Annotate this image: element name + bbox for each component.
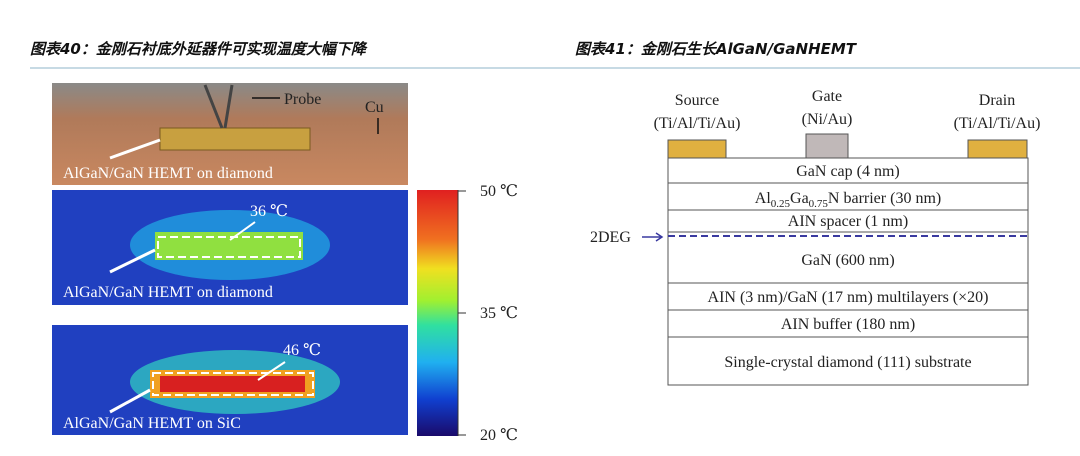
electrode-metal: (Ti/Al/Ti/Au) xyxy=(954,115,1041,132)
layer xyxy=(667,157,1029,184)
label: 36 ℃ xyxy=(250,203,288,220)
label: AlGaN/GaN HEMT on SiC xyxy=(63,415,241,432)
electrode-metal: (Ni/Au) xyxy=(802,111,853,128)
label: AlGaN/GaN HEMT on diamond xyxy=(63,284,273,301)
channel-label: 2DEG xyxy=(590,229,631,246)
subscript: 0.25 xyxy=(771,198,791,210)
electrode-name: Gate xyxy=(812,88,842,105)
label: Probe xyxy=(284,91,321,108)
arrow xyxy=(229,221,256,241)
text: Ga xyxy=(790,190,809,207)
drain xyxy=(967,139,1028,159)
arrow xyxy=(642,232,664,242)
gate xyxy=(805,133,849,159)
text: N barrier (30 nm) xyxy=(828,190,941,207)
outline xyxy=(152,372,314,396)
label: 46 ℃ xyxy=(283,342,321,359)
layer-label: Al0.25Ga0.75N barrier (30 nm) xyxy=(755,190,941,210)
label: AlGaN/GaN HEMT on diamond xyxy=(63,165,273,182)
electrode-metal: (Ti/Al/Ti/Au) xyxy=(654,115,741,132)
layer xyxy=(667,309,1029,338)
layer xyxy=(667,231,1029,284)
arrow xyxy=(109,138,161,160)
subscript: 0.75 xyxy=(809,198,829,210)
outline xyxy=(157,236,301,258)
arrow xyxy=(109,388,151,414)
electrode-name: Drain xyxy=(979,92,1015,109)
source xyxy=(667,139,727,159)
probe xyxy=(203,84,234,129)
arrow xyxy=(257,361,286,381)
heat xyxy=(160,376,305,392)
colorbar-label: 20 ℃ xyxy=(480,427,518,444)
text: Al xyxy=(755,190,772,207)
figure-title: 图表41：金刚石生长AlGaN/GaNHEMT xyxy=(575,40,858,58)
layer-label: GaN cap (4 nm) xyxy=(796,163,900,180)
layer xyxy=(667,336,1029,386)
colorbar-axis xyxy=(457,190,466,436)
layer-label: AIN (3 nm)/GaN (17 nm) multilayers (×20) xyxy=(708,289,989,306)
layer-label: AIN spacer (1 nm) xyxy=(788,213,908,230)
colorbar-label: 35 ℃ xyxy=(480,305,518,322)
label: Cu xyxy=(365,99,384,116)
electrode-name: Source xyxy=(675,92,719,109)
layer-label: GaN (600 nm) xyxy=(801,252,894,269)
layer-label: Single-crystal diamond (111) substrate xyxy=(724,354,971,371)
colorbar-label: 50 ℃ xyxy=(480,183,518,200)
chip xyxy=(159,127,311,151)
colorbar xyxy=(417,190,458,436)
layer-label: AIN buffer (180 nm) xyxy=(781,316,915,333)
figure-title: 图表40：金刚石衬底外延器件可实现温度大幅下降 xyxy=(30,40,368,58)
arrow xyxy=(109,248,156,274)
